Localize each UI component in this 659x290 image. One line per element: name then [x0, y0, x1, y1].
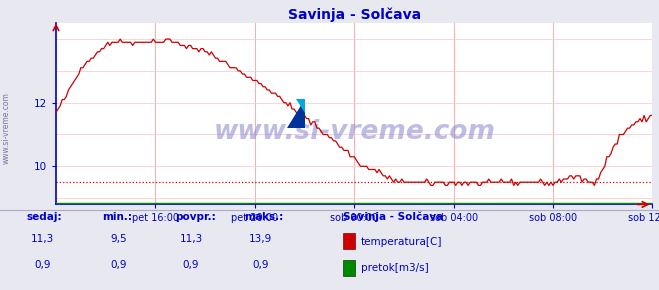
Text: pretok[m3/s]: pretok[m3/s] [361, 263, 429, 273]
Text: www.si-vreme.com: www.si-vreme.com [214, 119, 495, 145]
Polygon shape [287, 99, 305, 128]
Text: 0,9: 0,9 [110, 260, 127, 270]
Polygon shape [296, 99, 305, 113]
Text: 0,9: 0,9 [34, 260, 51, 270]
Text: 0,9: 0,9 [183, 260, 200, 270]
Text: povpr.:: povpr.: [175, 212, 215, 222]
Text: www.si-vreme.com: www.si-vreme.com [2, 92, 11, 164]
Text: sedaj:: sedaj: [26, 212, 62, 222]
Text: 9,5: 9,5 [110, 234, 127, 244]
Text: 11,3: 11,3 [179, 234, 203, 244]
Text: 11,3: 11,3 [31, 234, 55, 244]
Text: Savinja - Solčava: Savinja - Solčava [343, 212, 443, 222]
Text: maks.:: maks.: [244, 212, 283, 222]
Text: 13,9: 13,9 [248, 234, 272, 244]
Text: temperatura[C]: temperatura[C] [361, 237, 443, 247]
Text: min.:: min.: [102, 212, 132, 222]
Title: Savinja - Solčava: Savinja - Solčava [287, 8, 421, 22]
Text: 0,9: 0,9 [252, 260, 269, 270]
